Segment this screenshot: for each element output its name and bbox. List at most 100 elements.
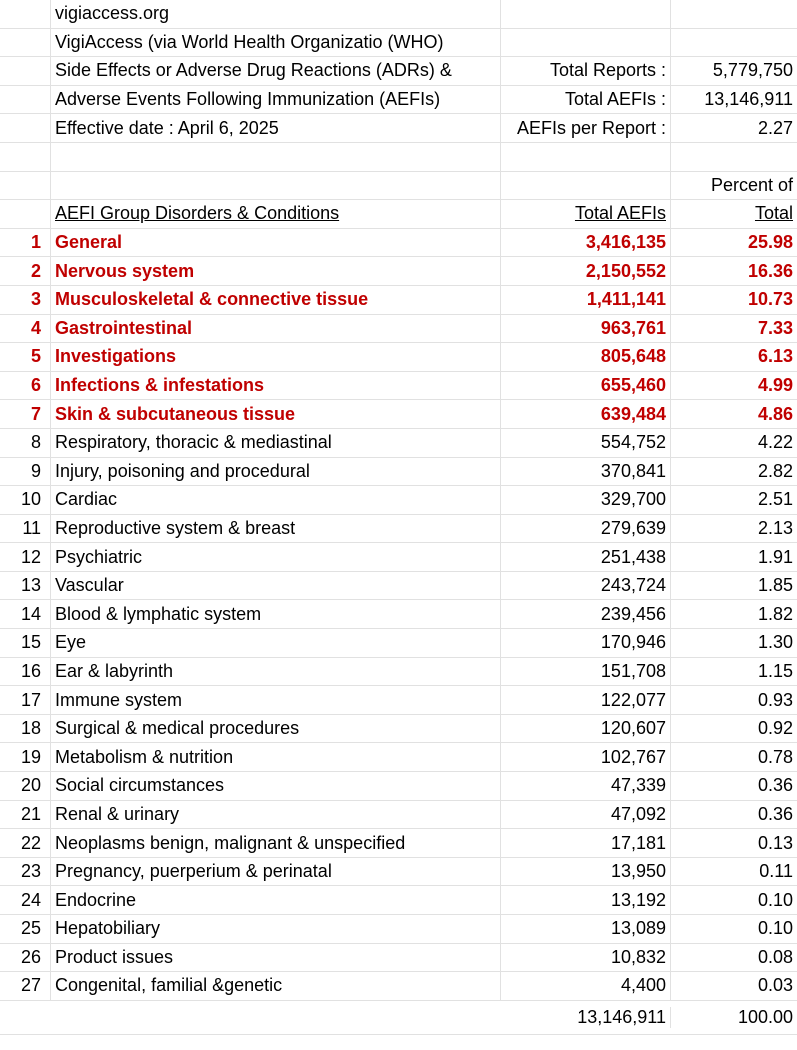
row-group-name[interactable]: Eye	[51, 629, 501, 657]
sheet-cell[interactable]	[671, 143, 797, 171]
row-percent[interactable]: 4.99	[757, 375, 793, 396]
sheet-cell[interactable]	[0, 114, 51, 142]
row-group-name[interactable]: General	[51, 228, 501, 257]
row-total-aefis[interactable]: 151,708	[501, 657, 671, 686]
row-percent[interactable]: 0.78	[757, 746, 793, 767]
row-percent[interactable]: 0.08	[757, 946, 793, 967]
row-group-name[interactable]: Pregnancy, puerperium & perinatal	[51, 857, 501, 886]
row-total-aefis[interactable]: 122,077	[501, 686, 671, 714]
row-number[interactable]: 23	[0, 857, 51, 886]
sheet-cell[interactable]	[501, 171, 671, 200]
row-group-name[interactable]: Gastrointestinal	[51, 314, 501, 343]
aefis-per-report-value[interactable]: 2.27	[757, 117, 793, 138]
row-total-aefis[interactable]: 639,484	[501, 400, 671, 428]
row-total-aefis[interactable]: 47,092	[501, 800, 671, 829]
row-number[interactable]: 4	[0, 314, 51, 343]
row-percent[interactable]: 0.03	[757, 975, 793, 996]
total-column-header[interactable]: Total AEFIs	[501, 200, 671, 228]
row-group-name[interactable]: Ear & labyrinth	[51, 657, 501, 686]
row-number[interactable]: 24	[0, 886, 51, 914]
sheet-cell[interactable]	[0, 28, 51, 57]
effective-date[interactable]: Effective date : April 6, 2025	[51, 114, 501, 142]
organization-line[interactable]: VigiAccess (via World Health Organizatio…	[51, 28, 501, 57]
row-group-name[interactable]: Infections & infestations	[51, 371, 501, 400]
row-number[interactable]: 14	[0, 600, 51, 629]
row-percent[interactable]: 25.98	[747, 232, 793, 253]
description-line[interactable]: Adverse Events Following Immunization (A…	[51, 85, 501, 114]
aefis-per-report-label[interactable]: AEFIs per Report :	[501, 114, 671, 142]
row-total-aefis[interactable]: 1,411,141	[501, 285, 671, 314]
row-number[interactable]: 8	[0, 428, 51, 457]
row-percent[interactable]: 1.15	[757, 660, 793, 681]
row-group-name[interactable]: Endocrine	[51, 886, 501, 914]
row-total-aefis[interactable]: 370,841	[501, 457, 671, 486]
row-number[interactable]: 17	[0, 686, 51, 714]
row-percent[interactable]: 0.10	[757, 889, 793, 910]
row-total-aefis[interactable]: 655,460	[501, 371, 671, 400]
row-percent[interactable]: 0.93	[757, 689, 793, 710]
row-number[interactable]: 26	[0, 943, 51, 972]
total-reports-label[interactable]: Total Reports :	[501, 57, 671, 85]
percent-column-header[interactable]: Total	[754, 203, 793, 224]
row-total-aefis[interactable]: 47,339	[501, 772, 671, 800]
sheet-cell[interactable]	[0, 200, 51, 228]
row-percent[interactable]: 0.36	[757, 775, 793, 796]
row-number[interactable]: 27	[0, 972, 51, 1000]
row-group-name[interactable]: Metabolism & nutrition	[51, 743, 501, 772]
row-percent[interactable]: 4.22	[757, 432, 793, 453]
row-percent[interactable]: 6.13	[757, 346, 793, 367]
sheet-cell[interactable]	[501, 28, 671, 57]
row-total-aefis[interactable]: 17,181	[501, 829, 671, 857]
row-total-aefis[interactable]: 805,648	[501, 343, 671, 371]
row-total-aefis[interactable]: 102,767	[501, 743, 671, 772]
row-percent[interactable]: 2.82	[757, 460, 793, 481]
percent-header-top[interactable]: Percent of	[710, 174, 793, 195]
row-group-name[interactable]: Injury, poisoning and procedural	[51, 457, 501, 486]
row-number[interactable]: 11	[0, 514, 51, 543]
row-number[interactable]: 3	[0, 285, 51, 314]
row-total-aefis[interactable]: 13,089	[501, 915, 671, 943]
row-number[interactable]: 15	[0, 629, 51, 657]
row-number[interactable]: 9	[0, 457, 51, 486]
row-percent[interactable]: 4.86	[757, 403, 793, 424]
total-aefis-value[interactable]: 13,146,911	[704, 89, 793, 110]
row-number[interactable]: 2	[0, 257, 51, 285]
row-group-name[interactable]: Renal & urinary	[51, 800, 501, 829]
row-number[interactable]: 10	[0, 486, 51, 514]
row-total-aefis[interactable]: 554,752	[501, 428, 671, 457]
row-number[interactable]: 19	[0, 743, 51, 772]
row-total-aefis[interactable]: 170,946	[501, 629, 671, 657]
row-total-aefis[interactable]: 239,456	[501, 600, 671, 629]
row-total-aefis[interactable]: 2,150,552	[501, 257, 671, 285]
total-reports-value[interactable]: 5,779,750	[712, 60, 793, 81]
grand-total-value[interactable]: 13,146,911	[501, 1006, 671, 1028]
row-group-name[interactable]: Hepatobiliary	[51, 915, 501, 943]
row-percent[interactable]: 0.36	[757, 803, 793, 824]
sheet-cell[interactable]	[0, 85, 51, 114]
sheet-cell[interactable]	[0, 171, 51, 200]
row-percent[interactable]: 7.33	[757, 317, 793, 338]
sheet-cell[interactable]	[51, 142, 501, 171]
sheet-cell[interactable]	[0, 0, 51, 28]
row-number[interactable]: 1	[0, 228, 51, 257]
site-name[interactable]: vigiaccess.org	[51, 0, 501, 28]
row-group-name[interactable]: Musculoskeletal & connective tissue	[51, 285, 501, 314]
row-total-aefis[interactable]: 120,607	[501, 714, 671, 743]
row-percent[interactable]: 0.13	[757, 832, 793, 853]
row-group-name[interactable]: Social circumstances	[51, 772, 501, 800]
row-percent[interactable]: 0.92	[757, 718, 793, 739]
row-number[interactable]: 18	[0, 714, 51, 743]
grand-percent-value[interactable]: 100.00	[737, 1006, 793, 1027]
row-group-name[interactable]: Reproductive system & breast	[51, 514, 501, 543]
row-group-name[interactable]: Cardiac	[51, 486, 501, 514]
row-total-aefis[interactable]: 243,724	[501, 571, 671, 600]
row-number[interactable]: 21	[0, 800, 51, 829]
row-number[interactable]: 12	[0, 543, 51, 571]
row-percent[interactable]: 1.91	[757, 546, 793, 567]
row-number[interactable]: 5	[0, 343, 51, 371]
row-group-name[interactable]: Product issues	[51, 943, 501, 972]
sheet-cell[interactable]	[0, 57, 51, 85]
row-percent[interactable]: 1.85	[757, 575, 793, 596]
row-group-name[interactable]: Blood & lymphatic system	[51, 600, 501, 629]
row-number[interactable]: 6	[0, 371, 51, 400]
